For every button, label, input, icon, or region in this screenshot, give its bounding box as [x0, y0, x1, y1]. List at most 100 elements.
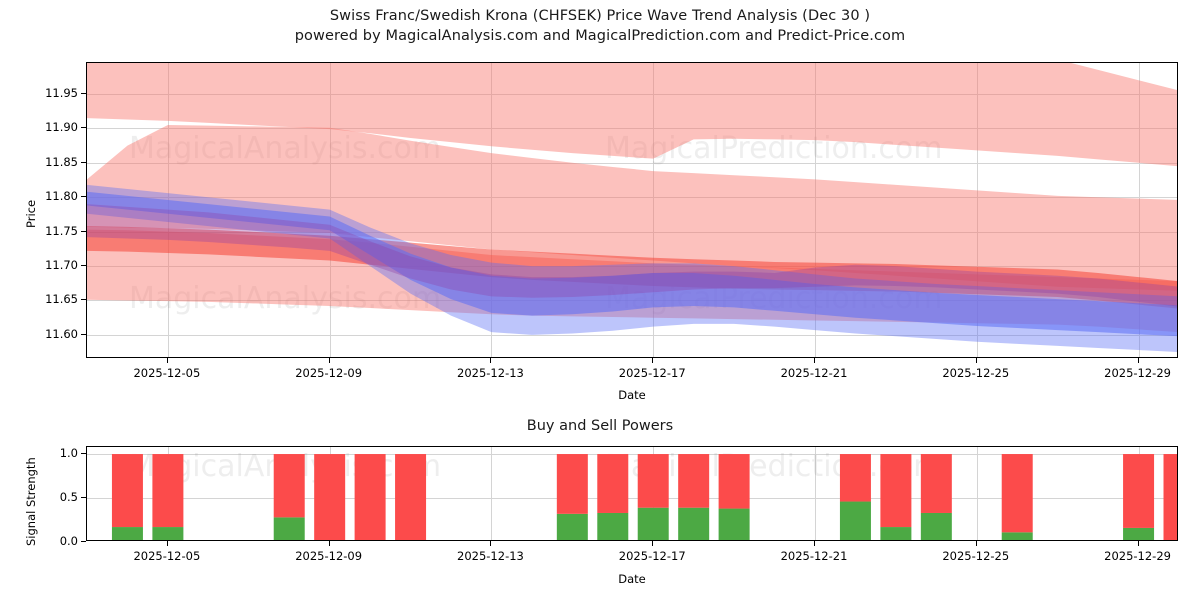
price-y-tickmark — [81, 92, 86, 94]
signal-x-tick-label: 2025-12-17 — [618, 549, 686, 563]
price-x-tickmark — [652, 358, 654, 363]
price-y-tickmark — [81, 196, 86, 198]
buy-power-bar — [880, 527, 912, 540]
signal-y-axis-title: Signal Strength — [24, 456, 38, 546]
price-gridline-v — [329, 63, 331, 357]
signal-gridline-v — [815, 447, 816, 540]
price-band-upper-red-band — [87, 63, 1177, 167]
price-x-tickmark — [490, 358, 492, 363]
signal-gridline-v — [491, 447, 493, 540]
price-x-tickmark — [1137, 358, 1139, 363]
signal-panel-title: Buy and Sell Powers — [526, 418, 674, 434]
price-y-tickmark — [81, 265, 86, 267]
buy-power-bar — [839, 501, 871, 540]
price-y-tickmark — [81, 299, 86, 301]
price-gridline-h — [87, 334, 1177, 336]
signal-x-tickmark — [652, 541, 654, 546]
sell-power-bar — [678, 454, 710, 508]
price-y-tick-label: 11.80 — [45, 189, 78, 204]
sell-power-bar — [597, 454, 629, 513]
price-y-tick-label: 11.75 — [45, 223, 78, 238]
sell-power-bar — [395, 454, 427, 540]
signal-x-tick-label: 2025-12-09 — [295, 549, 363, 563]
signal-x-tickmark — [1137, 541, 1139, 546]
sell-power-bar — [354, 454, 386, 540]
price-x-tick-label: 2025-12-05 — [133, 366, 201, 380]
price-y-tick-label: 11.60 — [45, 326, 78, 341]
price-y-tickmark — [81, 333, 86, 335]
signal-x-tick-label: 2025-12-25 — [942, 549, 1010, 563]
signal-gridline-v — [976, 447, 978, 540]
signal-y-tickmark — [81, 541, 86, 542]
signal-gridline-h — [87, 498, 1177, 500]
signal-x-tickmark — [166, 541, 168, 546]
price-gridline-v — [976, 63, 978, 357]
signal-x-tickmark — [328, 541, 330, 546]
price-gridline-h — [87, 162, 1177, 164]
buy-power-bar — [637, 507, 669, 540]
price-y-tickmark — [81, 230, 86, 232]
price-x-tick-label: 2025-12-21 — [780, 366, 848, 380]
price-y-tickmark — [81, 161, 86, 163]
signal-bar-layer — [111, 454, 1177, 540]
signal-x-tick-label: 2025-12-21 — [780, 549, 848, 563]
sell-power-bar — [1163, 454, 1177, 540]
buy-power-bar — [678, 507, 710, 540]
price-chart-panel: MagicalAnalysis.com MagicalPrediction.com… — [86, 62, 1178, 358]
sell-power-bar — [920, 454, 952, 513]
price-x-tick-label: 2025-12-29 — [1104, 366, 1171, 380]
price-y-tick-label: 11.65 — [45, 292, 78, 307]
price-y-tick-label: 11.85 — [45, 154, 78, 169]
price-band-second-red-band — [87, 124, 1177, 291]
sell-power-bar — [637, 454, 669, 508]
price-y-tick-label: 11.90 — [45, 120, 78, 135]
signal-x-tickmark — [975, 541, 977, 546]
buy-power-bar — [597, 512, 629, 540]
sell-power-bar — [839, 454, 871, 502]
price-x-axis-title: Date — [618, 388, 646, 402]
signal-x-tickmark — [490, 541, 492, 546]
price-gridline-v — [815, 63, 816, 357]
price-y-tick-label: 11.95 — [45, 85, 78, 100]
buy-power-bar — [718, 508, 750, 540]
price-x-tickmark — [814, 358, 815, 363]
price-gridline-h — [87, 128, 1177, 130]
signal-y-tick-label: 1.0 — [59, 446, 78, 461]
chart-title-block: Swiss Franc/Swedish Krona (CHFSEK) Price… — [0, 6, 1200, 46]
price-y-tick-label: 11.70 — [45, 258, 78, 273]
price-gridline-h — [87, 93, 1177, 95]
price-x-tick-label: 2025-12-17 — [618, 366, 686, 380]
signal-y-tickmark — [81, 453, 86, 455]
price-x-tick-label: 2025-12-09 — [295, 366, 363, 380]
signal-x-axis-title: Date — [618, 572, 646, 586]
signal-y-tick-label: 0.5 — [59, 490, 78, 505]
buy-power-bar — [1001, 532, 1033, 540]
sell-power-bar — [314, 454, 346, 540]
price-x-tickmark — [975, 358, 977, 363]
price-y-axis-title: Price — [24, 199, 38, 228]
page-subtitle: powered by MagicalAnalysis.com and Magic… — [294, 28, 906, 44]
signal-x-tickmark — [814, 541, 815, 546]
sell-power-bar — [152, 454, 184, 528]
signal-y-tick-label: 0.0 — [59, 534, 78, 548]
price-band-purple-overlap-band — [87, 204, 1177, 307]
buy-power-bar — [920, 512, 952, 540]
buy-power-bar — [556, 513, 588, 540]
signal-gridline-h — [87, 454, 1177, 456]
sell-power-bar — [556, 454, 588, 514]
sell-power-bar — [111, 454, 143, 528]
price-gridline-h — [87, 231, 1177, 233]
sell-power-bar — [880, 454, 912, 528]
sell-power-bar — [1001, 454, 1033, 533]
price-band-layer — [87, 63, 1177, 353]
price-x-tick-label: 2025-12-25 — [942, 366, 1010, 380]
sell-power-bar — [718, 454, 750, 509]
buy-power-bar — [111, 527, 143, 540]
sell-power-bar — [273, 454, 305, 518]
buy-power-bar — [1123, 527, 1155, 540]
signal-x-tick-label: 2025-12-29 — [1104, 549, 1171, 563]
buy-power-bar — [152, 527, 184, 540]
price-gridline-v — [491, 63, 493, 357]
